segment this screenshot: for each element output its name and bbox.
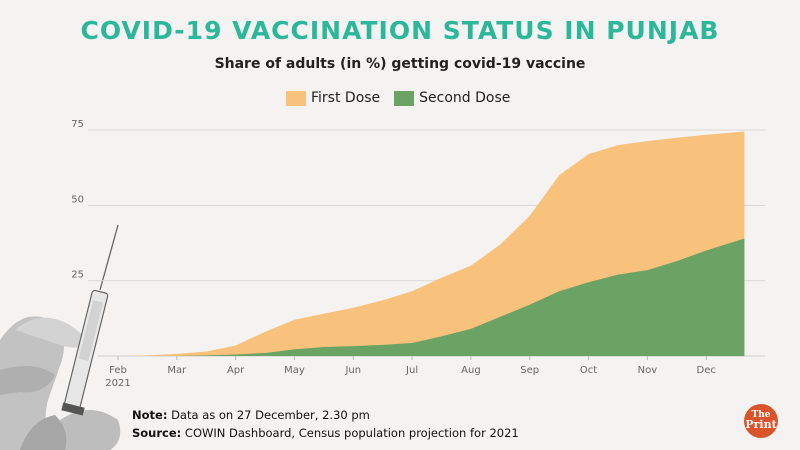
logo-line1: The [751, 410, 771, 420]
x-tick-label-nov: Nov [638, 365, 658, 376]
source-text: COWIN Dashboard, Census population proje… [184, 426, 519, 440]
area-second-dose [118, 238, 745, 356]
y-tick-label-50: 50 [71, 194, 84, 205]
x-tick-label-jul: Jul [405, 365, 418, 376]
chart-title: COVID-19 VACCINATION STATUS IN PUNJAB [80, 16, 720, 45]
legend: First Dose Second Dose [286, 90, 524, 106]
x-tick-label-dec: Dec [697, 365, 716, 376]
x-tick-label-jun: Jun [344, 365, 361, 376]
x-tick-label-oct: Oct [580, 365, 597, 376]
x-tick-label-sep: Sep [520, 365, 539, 376]
x-tick-label-apr: Apr [227, 365, 245, 376]
legend-swatch-first-dose [286, 90, 306, 106]
legend-label-second-dose: Second Dose [419, 90, 511, 106]
x-tick-label-aug: Aug [461, 365, 481, 376]
note-line: Note: Data as on 27 December, 2.30 pm [132, 406, 519, 424]
syringe-hands-illustration [0, 224, 121, 450]
legend-label-first-dose: First Dose [311, 90, 381, 106]
legend-item-second-dose: Second Dose [394, 90, 510, 106]
x-tick-sublabel-feb: 2021 [105, 378, 130, 389]
y-tick-label-75: 75 [71, 119, 84, 130]
note-label: Note: [132, 408, 168, 422]
theprint-logo: The Print [744, 404, 778, 438]
logo-line2: Print [745, 418, 777, 431]
note-text: Data as on 27 December, 2.30 pm [171, 408, 370, 422]
x-tick-label-may: May [284, 365, 305, 376]
y-tick-label-25: 25 [71, 270, 84, 281]
source-label: Source: [132, 426, 182, 440]
source-line: Source: COWIN Dashboard, Census populati… [132, 424, 519, 442]
x-tick-label-mar: Mar [167, 365, 187, 376]
chart-subtitle: Share of adults (in %) getting covid-19 … [214, 56, 586, 72]
x-tick-label-feb: Feb [109, 365, 127, 376]
legend-item-first-dose: First Dose [286, 90, 380, 106]
footnotes: Note: Data as on 27 December, 2.30 pm So… [132, 406, 519, 442]
legend-swatch-second-dose [394, 90, 415, 106]
